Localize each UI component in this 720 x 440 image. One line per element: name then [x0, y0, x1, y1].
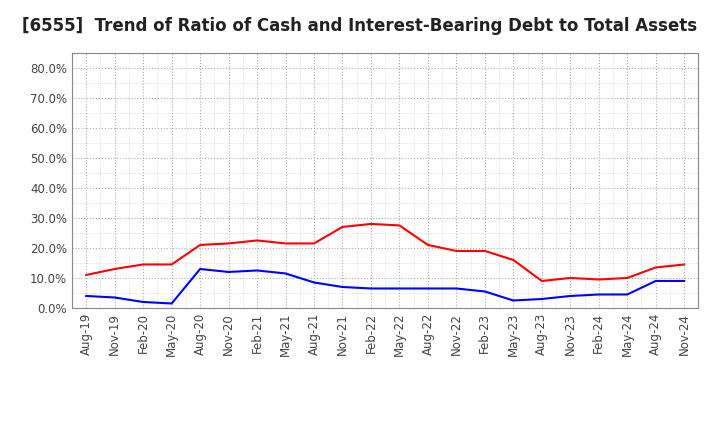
Cash — [110, 266, 119, 271]
Cash — [480, 248, 489, 253]
Text: [6555]  Trend of Ratio of Cash and Interest-Bearing Debt to Total Assets: [6555] Trend of Ratio of Cash and Intere… — [22, 18, 698, 35]
Cash — [338, 224, 347, 230]
Interest-Bearing Debt — [566, 293, 575, 299]
Interest-Bearing Debt — [652, 279, 660, 284]
Interest-Bearing Debt — [282, 271, 290, 276]
Cash — [595, 277, 603, 282]
Cash — [395, 223, 404, 228]
Interest-Bearing Debt — [595, 292, 603, 297]
Interest-Bearing Debt — [366, 286, 375, 291]
Interest-Bearing Debt — [196, 266, 204, 271]
Interest-Bearing Debt — [167, 301, 176, 306]
Cash — [423, 242, 432, 248]
Cash — [139, 262, 148, 267]
Interest-Bearing Debt — [537, 297, 546, 302]
Interest-Bearing Debt — [395, 286, 404, 291]
Cash — [680, 262, 688, 267]
Cash — [509, 257, 518, 263]
Cash — [623, 275, 631, 281]
Interest-Bearing Debt — [680, 279, 688, 284]
Cash — [253, 238, 261, 243]
Interest-Bearing Debt — [225, 269, 233, 275]
Interest-Bearing Debt — [452, 286, 461, 291]
Cash — [225, 241, 233, 246]
Cash — [196, 242, 204, 248]
Interest-Bearing Debt — [253, 268, 261, 273]
Cash — [310, 241, 318, 246]
Cash — [167, 262, 176, 267]
Interest-Bearing Debt — [310, 280, 318, 285]
Cash — [566, 275, 575, 281]
Interest-Bearing Debt — [423, 286, 432, 291]
Cash — [282, 241, 290, 246]
Interest-Bearing Debt — [623, 292, 631, 297]
Line: Cash: Cash — [86, 224, 684, 281]
Line: Interest-Bearing Debt: Interest-Bearing Debt — [86, 269, 684, 304]
Cash — [537, 279, 546, 284]
Interest-Bearing Debt — [338, 284, 347, 290]
Cash — [452, 248, 461, 253]
Interest-Bearing Debt — [139, 299, 148, 304]
Interest-Bearing Debt — [509, 298, 518, 303]
Cash — [366, 221, 375, 227]
Interest-Bearing Debt — [110, 295, 119, 300]
Cash — [82, 272, 91, 278]
Interest-Bearing Debt — [480, 289, 489, 294]
Cash — [652, 265, 660, 270]
Interest-Bearing Debt — [82, 293, 91, 299]
